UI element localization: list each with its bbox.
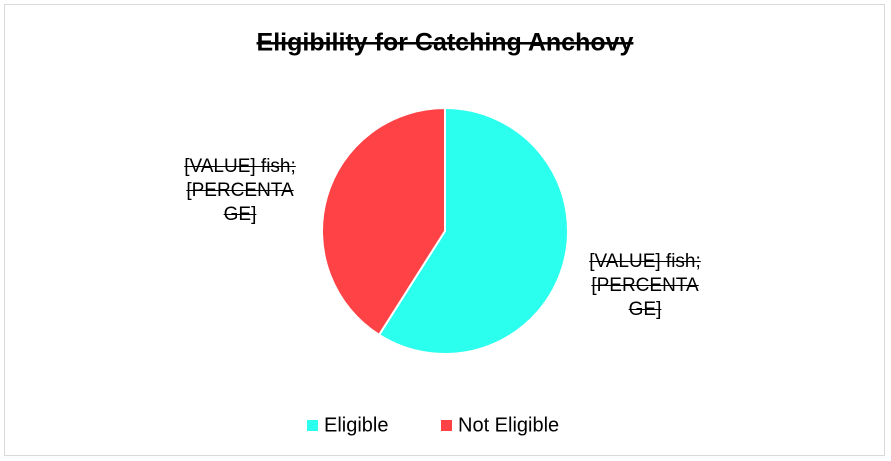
data-label: [VALUE] fish; [PERCENTAGE] <box>589 251 701 320</box>
pie-slice <box>321 106 446 337</box>
legend-swatch <box>441 420 452 431</box>
chart-title: Eligibility for Catching Anchovy <box>257 29 634 57</box>
data-label: [VALUE] fish; [PERCENTAGE] <box>184 156 296 225</box>
legend-label: Not Eligible <box>458 414 559 436</box>
legend-swatch <box>307 420 318 431</box>
pie-slice <box>377 106 569 355</box>
legend-label: Eligible <box>324 414 388 436</box>
